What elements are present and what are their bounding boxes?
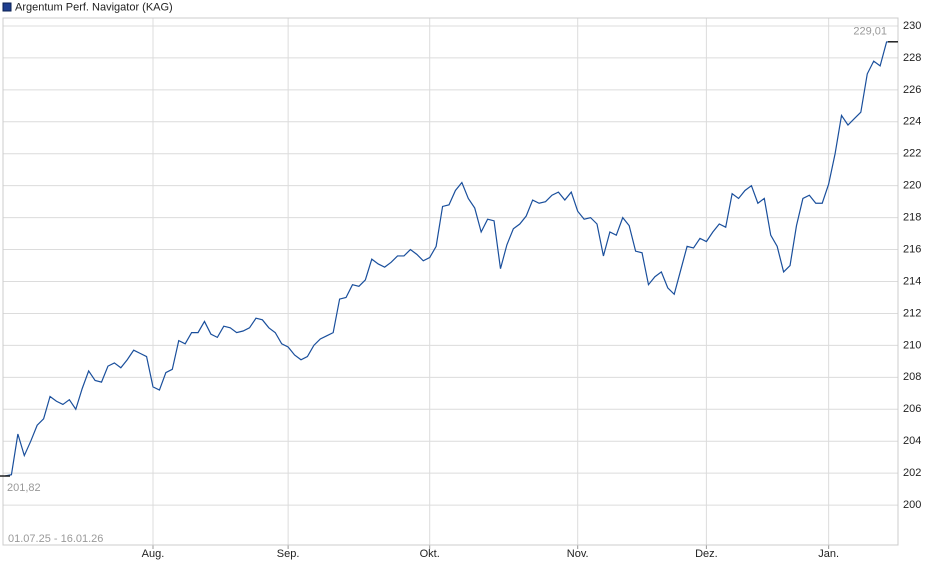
- grid: [3, 18, 898, 545]
- y-tick-label: 210: [903, 339, 921, 351]
- series-line: [4, 41, 894, 477]
- y-tick-label: 208: [903, 371, 921, 383]
- y-tick-label: 214: [903, 275, 921, 287]
- y-tick-label: 230: [903, 20, 921, 32]
- y-tick-label: 200: [903, 499, 921, 511]
- legend-label: Argentum Perf. Navigator (KAG): [15, 1, 173, 13]
- y-tick-label: 228: [903, 52, 921, 64]
- legend-swatch: [2, 2, 12, 12]
- x-tick-label: Nov.: [567, 548, 589, 560]
- y-tick-label: 212: [903, 307, 921, 319]
- y-tick-label: 224: [903, 116, 921, 128]
- date-range: 01.07.25 - 16.01.26: [8, 533, 103, 545]
- x-tick-label: Sep.: [277, 548, 300, 560]
- x-tick-label: Okt.: [420, 548, 440, 560]
- y-tick-label: 202: [903, 467, 921, 479]
- y-tick-label: 216: [903, 243, 921, 255]
- y-tick-label: 204: [903, 435, 921, 447]
- plot-frame: [2, 17, 899, 546]
- y-tick-label: 226: [903, 84, 921, 96]
- value-label: 229,01: [853, 26, 887, 38]
- y-tick-label: 222: [903, 148, 921, 160]
- y-tick-label: 206: [903, 403, 921, 415]
- value-label: 201,82: [7, 482, 41, 494]
- y-tick-label: 218: [903, 212, 921, 224]
- x-tick-label: Jan.: [818, 548, 839, 560]
- x-tick-label: Dez.: [695, 548, 718, 560]
- y-tick-label: 220: [903, 180, 921, 192]
- x-tick-label: Aug.: [142, 548, 165, 560]
